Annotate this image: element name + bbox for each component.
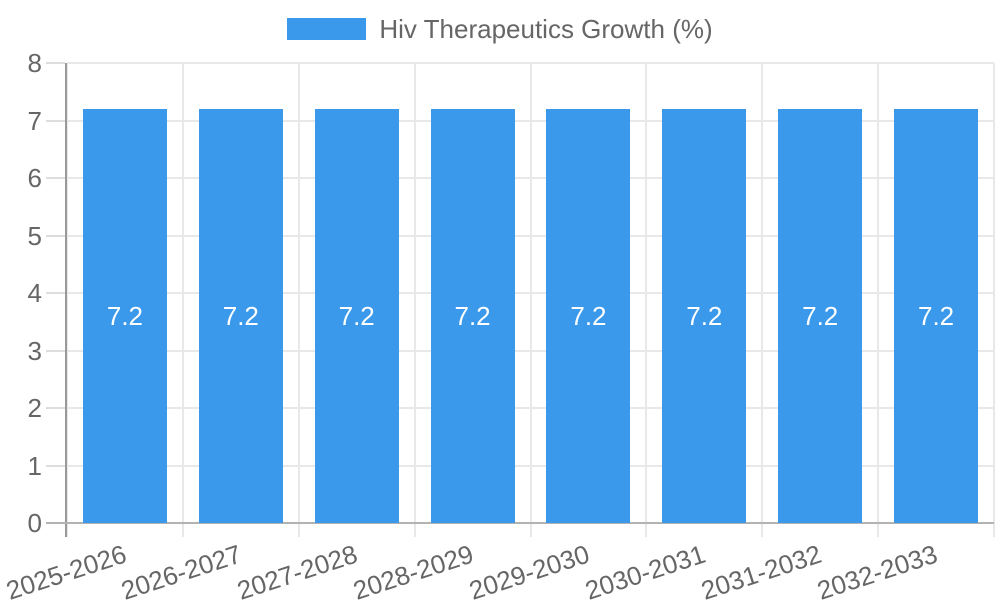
y-axis-tick <box>46 62 65 64</box>
y-tick-label: 5 <box>27 220 42 251</box>
x-tick-label: 2026-2027 <box>117 538 246 600</box>
bar-value-label: 7.2 <box>222 301 259 331</box>
bar[interactable] <box>430 109 515 523</box>
bar-value-label: 7.2 <box>917 301 955 331</box>
y-tick-label: 2 <box>27 393 42 423</box>
y-axis-tick <box>46 119 65 122</box>
bar-value-label: 7.2 <box>570 301 607 331</box>
y-axis-tick <box>46 349 65 352</box>
y-tick-label: 0 <box>27 508 42 538</box>
x-axis-line <box>46 522 994 524</box>
y-tick-label: 7 <box>27 105 42 136</box>
legend-swatch <box>287 18 367 40</box>
y-tick-label: 4 <box>27 278 42 308</box>
x-tick-label: 2027-2028 <box>233 538 362 600</box>
bar-value-label: 7.2 <box>802 301 839 331</box>
y-tick-label: 6 <box>27 163 42 193</box>
y-tick-label: 8 <box>27 48 42 78</box>
bar[interactable] <box>314 109 399 523</box>
bar[interactable] <box>546 109 631 523</box>
bar[interactable] <box>198 109 283 523</box>
v-gridline <box>877 63 880 537</box>
x-tick-label: 2030-2031 <box>581 538 709 600</box>
y-axis-tick <box>46 177 65 179</box>
y-axis-tick <box>46 234 65 237</box>
y-axis-line <box>65 63 67 537</box>
chart-legend[interactable]: Hiv Therapeutics Growth (%) <box>0 14 1000 44</box>
bar-value-label: 7.2 <box>454 301 491 331</box>
v-gridline <box>181 63 184 537</box>
bar-value-label: 7.2 <box>106 301 144 331</box>
y-axis-tick <box>46 407 65 409</box>
y-axis-tick <box>46 292 65 294</box>
legend-label: Hiv Therapeutics Growth (%) <box>379 14 713 44</box>
v-gridline <box>66 63 68 537</box>
x-tick-label: 2031-2032 <box>697 538 825 600</box>
bar[interactable] <box>778 109 863 523</box>
bar[interactable] <box>894 109 979 523</box>
v-gridline <box>761 63 764 537</box>
v-gridline <box>993 63 995 537</box>
y-tick-label: 1 <box>27 450 42 481</box>
bar[interactable] <box>662 109 747 523</box>
v-gridline <box>413 63 416 537</box>
v-gridline <box>529 63 532 537</box>
x-tick-label: 2028-2029 <box>349 538 478 600</box>
bar-value-label: 7.2 <box>686 301 723 331</box>
x-tick-label: 2025-2026 <box>2 538 130 600</box>
v-gridline <box>645 63 648 537</box>
y-tick-label: 3 <box>27 335 42 366</box>
bar[interactable] <box>82 109 167 523</box>
bar-value-label: 7.2 <box>338 301 375 331</box>
y-axis-tick <box>46 464 65 467</box>
x-tick-label: 2032-2033 <box>813 538 941 600</box>
x-tick-label: 2029-2030 <box>465 538 594 600</box>
v-gridline <box>297 63 300 537</box>
